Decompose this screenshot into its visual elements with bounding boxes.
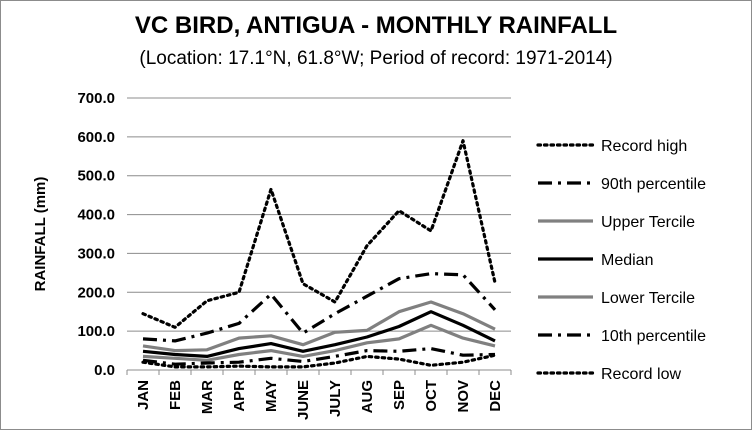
y-tick-label: 400.0 xyxy=(77,207,115,224)
axes: 0.0 100.0 200.0 300.0 400.0 500.0 600.0 700.0 JA… xyxy=(77,90,512,420)
y-tick-label: 200.0 xyxy=(77,284,115,301)
y-tick-label: 500.0 xyxy=(77,168,115,185)
series-line-90th-percentile xyxy=(142,272,497,343)
y-tick-label: 600.0 xyxy=(77,129,115,146)
x-tick-label: MAY xyxy=(263,380,280,412)
series-line-10th-percentile xyxy=(142,347,496,366)
x-tick-label: SEP xyxy=(391,380,408,410)
legend-label: 90th percentile xyxy=(601,176,706,193)
x-tick-label: MAR xyxy=(199,380,216,414)
y-axis-label: RAINFALL (mm) xyxy=(32,177,49,292)
series-line-record-high xyxy=(141,139,497,329)
series-line-upper-tercile xyxy=(142,300,496,353)
chart-subtitle: (Location: 17.1°N, 61.8°W; Period of rec… xyxy=(139,48,612,69)
x-tick-label: FEB xyxy=(167,380,184,410)
x-tick-label: JAN xyxy=(135,380,152,410)
y-tick-label: 100.0 xyxy=(77,323,115,340)
series-line-median xyxy=(142,310,496,358)
series-line-lower-tercile xyxy=(142,323,496,362)
gridlines xyxy=(127,97,511,332)
x-tick-label: APR xyxy=(231,380,248,412)
x-tick-label: JUNE xyxy=(295,380,312,420)
y-tick-label: 700.0 xyxy=(77,90,115,107)
x-tick-label: NOV xyxy=(455,380,472,413)
y-tick-label: 0.0 xyxy=(94,362,115,379)
legend: Record high 90th percentile Upper Tercile M… xyxy=(536,138,706,383)
x-tick-label: JULY xyxy=(327,380,344,417)
x-tick-label: AUG xyxy=(359,380,376,413)
x-tick-label: OCT xyxy=(423,380,440,412)
legend-label: Median xyxy=(601,252,653,269)
legend-label: Record high xyxy=(601,138,687,155)
legend-label: Record low xyxy=(601,366,681,383)
legend-label: Lower Tercile xyxy=(601,290,695,307)
x-tick-label: DEC xyxy=(487,380,504,412)
legend-label: 10th percentile xyxy=(601,328,706,345)
series-lines xyxy=(141,139,497,369)
chart-title: VC BIRD, ANTIGUA - MONTHLY RAINFALL xyxy=(135,12,617,39)
legend-label: Upper Tercile xyxy=(601,214,695,231)
series-line-record-low xyxy=(141,353,497,369)
y-tick-label: 300.0 xyxy=(77,245,115,262)
